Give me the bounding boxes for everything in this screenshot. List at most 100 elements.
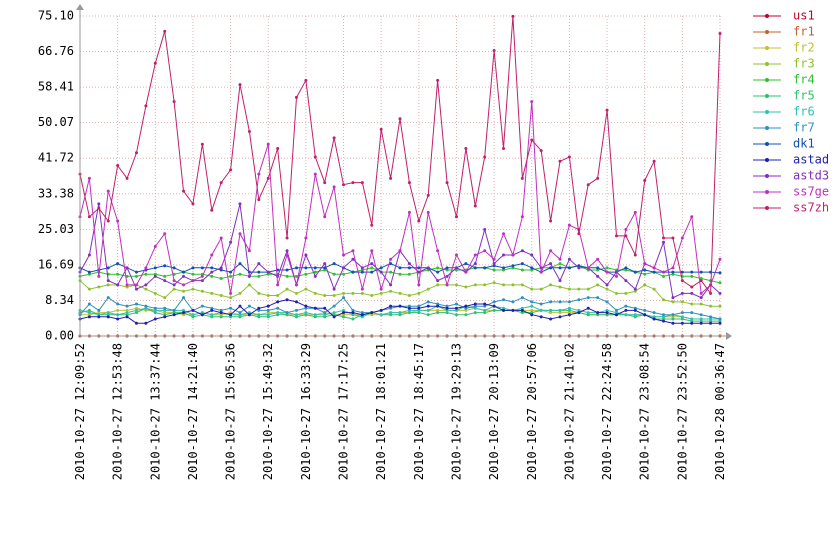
point (690, 274, 694, 278)
point (144, 283, 148, 287)
point (351, 291, 355, 295)
point (210, 306, 214, 310)
point (502, 147, 506, 151)
point (567, 306, 571, 310)
legend: us1 fr1 fr2 fr3 fr4 fr5 fr6 fr7 dk1 astad astd3 ss7… (753, 9, 829, 215)
point (596, 268, 600, 272)
point (266, 142, 270, 146)
point (558, 257, 562, 261)
point (134, 306, 138, 310)
point (370, 249, 374, 253)
point (153, 266, 157, 270)
x-tick-label: 2010-10-27 21:41:02 (562, 343, 576, 480)
point (134, 274, 138, 278)
legend-marker (765, 94, 769, 98)
point (294, 300, 298, 304)
point (577, 266, 581, 270)
point (229, 291, 233, 295)
point (680, 321, 684, 325)
point (690, 215, 694, 219)
point (323, 294, 327, 298)
point (680, 311, 684, 315)
point (125, 304, 129, 308)
point (596, 257, 600, 261)
point (153, 272, 157, 276)
point (266, 272, 270, 276)
point (549, 300, 553, 304)
point (436, 308, 440, 312)
point (247, 313, 251, 317)
point (87, 272, 91, 276)
point (285, 298, 289, 302)
point (398, 311, 402, 315)
point (219, 236, 223, 240)
point (342, 183, 346, 187)
point (219, 268, 223, 272)
x-tick-label: 2010-10-27 18:01:21 (374, 343, 388, 480)
point (407, 181, 411, 185)
legend-label: fr4 (793, 73, 815, 87)
point (577, 287, 581, 291)
point (229, 313, 233, 317)
point (605, 266, 609, 270)
point (219, 181, 223, 185)
point (172, 311, 176, 315)
point (633, 253, 637, 257)
point (436, 304, 440, 308)
point (134, 287, 138, 291)
point (172, 308, 176, 312)
point (313, 315, 317, 319)
point (605, 287, 609, 291)
point (229, 296, 233, 300)
point (389, 313, 393, 317)
point (520, 268, 524, 272)
legend-label: astd3 (793, 169, 829, 183)
point (605, 311, 609, 315)
point (502, 268, 506, 272)
point (511, 253, 515, 257)
point (671, 296, 675, 300)
point (643, 262, 647, 266)
point (511, 266, 515, 270)
point (191, 279, 195, 283)
point (87, 215, 91, 219)
point (530, 300, 534, 304)
point (690, 285, 694, 289)
point (276, 294, 280, 298)
point (417, 219, 421, 223)
point (342, 308, 346, 312)
point (436, 78, 440, 82)
point (520, 176, 524, 180)
x-axis-arrow (726, 332, 732, 340)
point (294, 315, 298, 319)
point (502, 308, 506, 312)
point (106, 296, 110, 300)
point (389, 257, 393, 261)
point (454, 306, 458, 310)
point (718, 291, 722, 295)
point (473, 311, 477, 315)
point (671, 315, 675, 319)
point (219, 308, 223, 312)
legend-label: fr7 (793, 121, 815, 135)
point (690, 321, 694, 325)
point (473, 304, 477, 308)
point (276, 300, 280, 304)
legend-label: fr3 (793, 57, 815, 71)
point (163, 306, 167, 310)
point (163, 311, 167, 315)
point (718, 319, 722, 323)
point (134, 283, 138, 287)
point (304, 304, 308, 308)
x-tick-label: 2010-10-27 12:09:52 (73, 343, 87, 480)
point (97, 285, 101, 289)
point (407, 262, 411, 266)
point (200, 289, 204, 293)
point (87, 302, 91, 306)
point (229, 315, 233, 319)
point (483, 308, 487, 312)
point (690, 302, 694, 306)
x-tick-label: 2010-10-27 23:52:50 (675, 343, 689, 480)
point (313, 313, 317, 317)
